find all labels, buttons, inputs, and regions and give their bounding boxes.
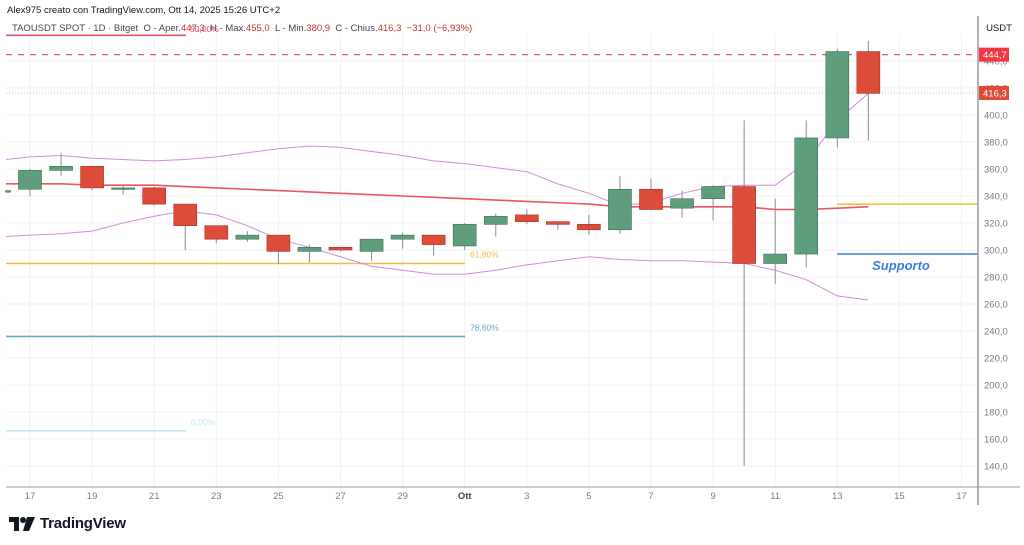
low-value: 380,9 <box>306 23 331 34</box>
candle <box>483 215 508 225</box>
y-tick-label: 400,0 <box>984 111 1008 122</box>
x-tick-label: 29 <box>397 491 408 502</box>
candle <box>452 224 477 247</box>
candle <box>856 51 881 94</box>
y-tick-label: 200,0 <box>984 381 1008 392</box>
y-tick-label: 320,0 <box>984 219 1008 230</box>
symbol-title: TAOUSDT SPOT · 1D · Bitget <box>12 23 139 34</box>
y-tick-label: 280,0 <box>984 273 1008 284</box>
chart-indicators <box>5 93 869 301</box>
candle <box>173 203 198 227</box>
high-value: 455,0 <box>245 23 270 34</box>
price-badge-value: 416,3 <box>983 88 1007 99</box>
x-tick-label: 3 <box>524 491 529 502</box>
y-tick-label: 380,0 <box>984 138 1008 149</box>
candle <box>639 188 663 210</box>
close-value: 416,3 <box>377 23 402 34</box>
x-tick-label: Ott <box>458 491 473 502</box>
x-tick-label: 17 <box>25 491 36 502</box>
low-label: L - Min. <box>274 23 307 34</box>
x-tick-label: 11 <box>770 491 780 502</box>
candle <box>142 187 166 205</box>
candle <box>794 137 819 255</box>
high-label: H - Max. <box>210 23 246 34</box>
support-label: Supporto <box>872 258 930 273</box>
y-tick-label: 260,0 <box>984 300 1008 311</box>
y-tick-label: 160,0 <box>984 435 1008 446</box>
candle <box>546 221 570 225</box>
candle <box>514 214 539 222</box>
x-tick-label: 19 <box>87 491 98 502</box>
candle <box>608 188 632 231</box>
y-tick-label: 220,0 <box>984 354 1008 365</box>
candle <box>297 247 322 252</box>
candle <box>421 234 446 245</box>
x-tick-label: 17 <box>956 491 967 502</box>
candle <box>49 166 73 171</box>
candle <box>763 253 788 264</box>
x-tick-label: 13 <box>832 491 843 502</box>
candle <box>235 234 260 240</box>
chart-annotations: 50,00% 61,80% 78,60% 0,00% Supporto <box>6 24 978 432</box>
tradingview-logo[interactable]: TradingView <box>9 515 126 532</box>
candle <box>577 224 601 231</box>
change-value: −31,0 (−6,93%) <box>406 23 473 34</box>
x-tick-label: 15 <box>894 491 905 502</box>
candle <box>359 238 384 252</box>
candle <box>204 225 229 240</box>
candle <box>670 198 694 209</box>
x-tick-label: 23 <box>211 491 222 502</box>
y-tick-label: 300,0 <box>984 246 1008 257</box>
chart-axes[interactable]: 17 19 21 23 25 27 29 Ott 3 5 7 9 11 13 15 17 USDT 140,0 16… <box>6 16 1020 505</box>
x-tick-label: 21 <box>149 491 160 502</box>
currency-label: USDT <box>986 23 1012 34</box>
tradingview-logo-text: TradingView <box>40 515 126 532</box>
y-tick-label: 180,0 <box>984 408 1008 419</box>
fib-label: 78,60% <box>470 322 499 332</box>
price-badge <box>979 85 1009 100</box>
x-tick-label: 27 <box>335 491 346 502</box>
fib-label: 0,00% <box>191 417 216 427</box>
x-tick-label: 25 <box>273 491 284 502</box>
price-badge <box>979 47 1009 62</box>
x-tick-label: 7 <box>648 491 653 502</box>
y-tick-label: 360,0 <box>984 165 1008 176</box>
open-value: 447,3 <box>180 23 205 34</box>
candle <box>732 186 756 264</box>
candle <box>5 190 11 193</box>
tradingview-logo-icon <box>9 516 35 531</box>
candle <box>266 234 291 252</box>
candle <box>111 187 135 190</box>
y-tick-label: 340,0 <box>984 192 1008 203</box>
candle <box>390 234 415 240</box>
x-tick-label: 9 <box>710 491 715 502</box>
candle <box>328 247 353 251</box>
candle <box>80 166 104 189</box>
close-label: C - Chius. <box>335 23 378 34</box>
y-tick-label: 240,0 <box>984 327 1008 338</box>
fib-label: 50,00% <box>190 24 219 34</box>
chart-credit: Alex975 creato con TradingView.com, Ott … <box>7 5 281 16</box>
candle <box>701 186 725 200</box>
y-tick-label: 440,0 <box>984 57 1008 68</box>
open-label: O - Aper. <box>143 23 181 34</box>
symbol-legend: TAOUSDT SPOT · 1D · Bitget O - Aper.447,… <box>12 23 472 34</box>
candle <box>18 170 42 190</box>
fib-label: 61,80% <box>470 250 499 260</box>
candles <box>5 40 881 466</box>
price-badge-value: 444,7 <box>983 50 1007 61</box>
candle <box>825 51 850 139</box>
x-tick-label: 5 <box>586 491 591 502</box>
y-tick-label: 140,0 <box>984 462 1008 473</box>
